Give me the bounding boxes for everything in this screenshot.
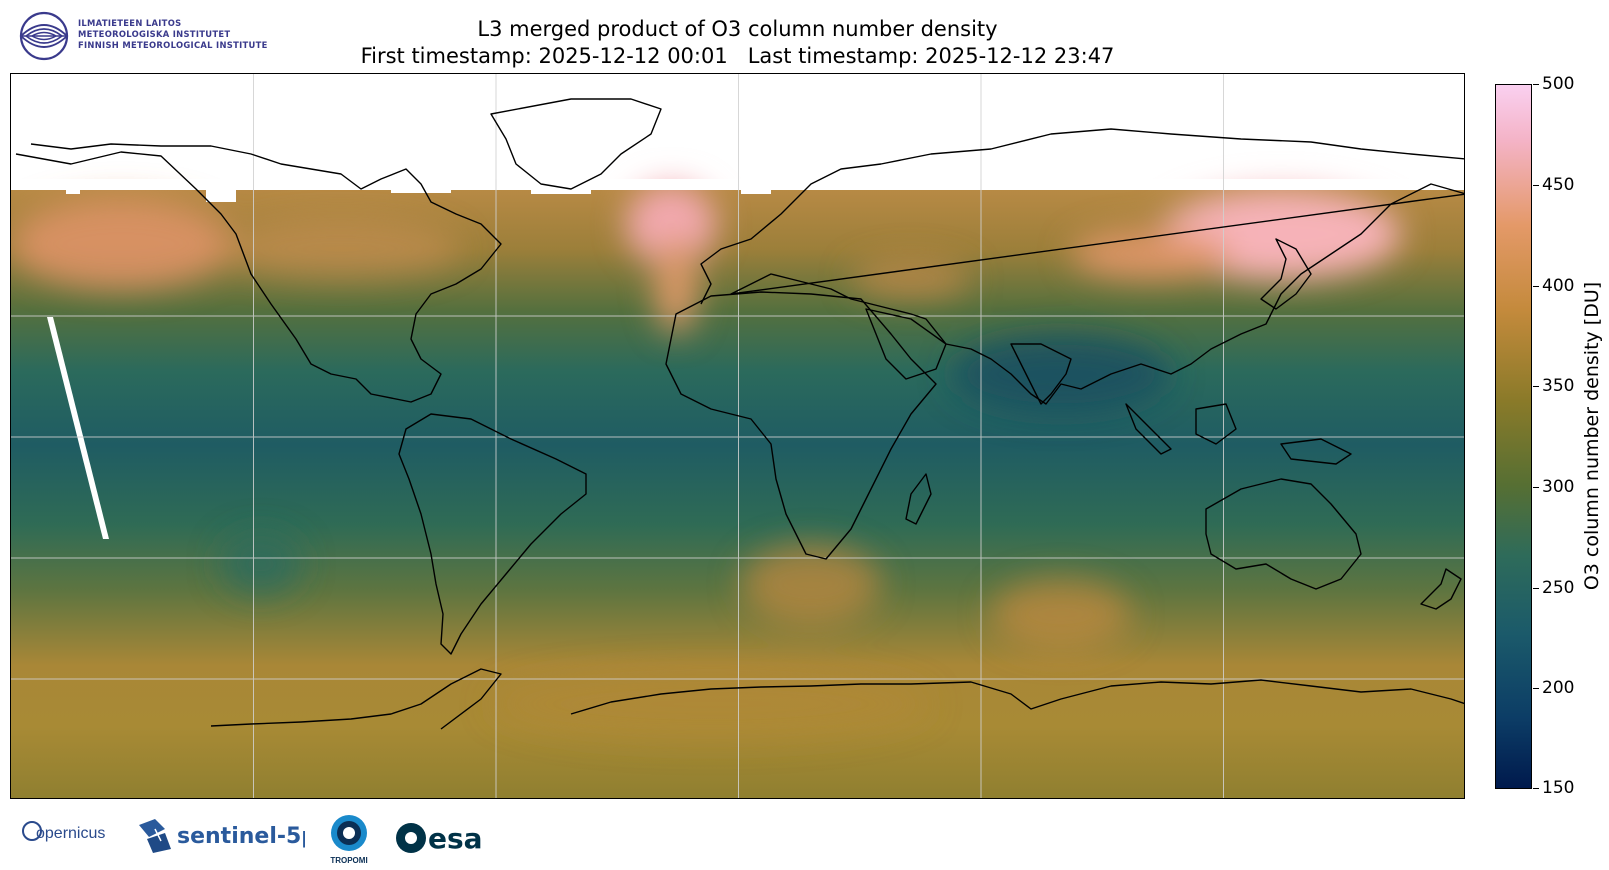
fmi-globe-icon (19, 11, 69, 61)
fmi-logo-text: ILMATIETEEN LAITOS METEOROLOGISKA INSTIT… (78, 18, 268, 51)
satellite-icon (139, 819, 171, 853)
coast-japan (1260, 238, 1312, 310)
colorbar-tick-label-150: 150 (1542, 778, 1575, 798)
sentinel-5p-logo: sentinel-5p (139, 819, 305, 853)
coast-india (1010, 343, 1072, 405)
coastlines (15, 98, 1464, 730)
coast-sumatra (1125, 403, 1172, 455)
colorbar-tick (1533, 84, 1539, 85)
colorbar-tick (1533, 688, 1539, 689)
copernicus-logo-text: opernicus (36, 825, 105, 842)
colorbar-tick (1533, 286, 1539, 287)
colorbar-tick (1533, 386, 1539, 387)
coast-new-guinea (1280, 438, 1352, 465)
coast-antarctica (210, 668, 1464, 730)
coast-madagascar (905, 473, 932, 525)
fmi-logo-line-sv: METEOROLOGISKA INSTITUTET (78, 29, 231, 39)
colorbar-tick (1533, 185, 1539, 186)
colorbar-tick-label-200: 200 (1542, 678, 1575, 698)
coast-new-zealand (1420, 568, 1462, 610)
coast-africa (665, 291, 937, 560)
colorbar-tick (1533, 487, 1539, 488)
coast-australia (1205, 478, 1362, 590)
colorbar-tick-label-300: 300 (1542, 477, 1575, 497)
fmi-logo: ILMATIETEEN LAITOS METEOROLOGISKA INSTIT… (18, 10, 308, 62)
colorbar-tick-label-450: 450 (1542, 175, 1575, 195)
coast-north-america (15, 143, 502, 403)
tropomi-logo-text: TROPOMI (330, 856, 367, 865)
coast-greenland (490, 98, 662, 190)
ozone-map (10, 73, 1465, 799)
colorbar-tick-label-400: 400 (1542, 276, 1575, 296)
colorbar (1495, 84, 1532, 789)
sentinel-5p-logo-text: sentinel-5p (177, 824, 305, 849)
colorbar-tick (1533, 588, 1539, 589)
colorbar-tick-label-500: 500 (1542, 74, 1575, 94)
map-title: L3 merged product of O3 column number de… (477, 17, 998, 41)
map-canvas (11, 74, 1464, 798)
colorbar-title: O3 column number density [DU] (1581, 281, 1603, 591)
tropomi-logo: TROPOMI (330, 815, 368, 865)
coast-arabia (865, 308, 947, 380)
esa-logo: esa (396, 822, 483, 855)
coast-south-america (398, 413, 587, 655)
colorbar-tick (1533, 788, 1539, 789)
copernicus-logo: opernicus (22, 821, 105, 842)
coast-borneo (1195, 403, 1237, 445)
gridlines (11, 74, 1464, 798)
orbit-gap (47, 317, 109, 539)
data-edge (11, 179, 1464, 202)
colorbar-tick-label-350: 350 (1542, 376, 1575, 396)
fmi-logo-line-en: FINNISH METEOROLOGICAL INSTITUTE (78, 40, 268, 50)
fmi-logo-line-fi: ILMATIETEEN LAITOS (78, 18, 182, 28)
map-subtitle-timestamps: First timestamp: 2025-12-12 00:01 Last t… (360, 44, 1115, 68)
colorbar-tick-label-250: 250 (1542, 578, 1575, 598)
esa-logo-text: esa (428, 822, 483, 855)
